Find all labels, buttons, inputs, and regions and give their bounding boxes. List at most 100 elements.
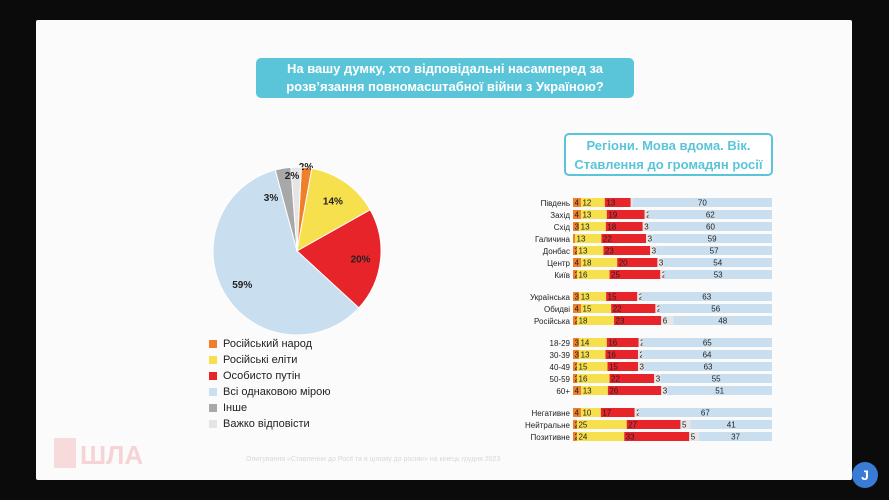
bar-value-label: 33: [626, 433, 635, 442]
bar-value-label: 64: [703, 351, 712, 360]
bar-segment-4: [661, 386, 668, 395]
bar-segment-1: [573, 408, 581, 417]
bar-segment-3: [603, 246, 651, 255]
bar-value-label: 13: [606, 199, 615, 208]
bar-row-label: 60+: [556, 387, 570, 396]
bar-segment-4: [650, 246, 657, 255]
bar-segment-4: [660, 270, 665, 279]
bar-segment-4: [634, 408, 639, 417]
bar-segment-5: [638, 408, 772, 417]
bar-value-label: 13: [583, 387, 592, 396]
bar-segment-3: [606, 338, 639, 347]
bar-value-label: 23: [605, 247, 614, 256]
bar-value-label: 2: [575, 363, 580, 372]
subtitle-box: Регіони. Мова вдома. Вік. Ставлення до г…: [564, 133, 773, 176]
bar-row-label: Російська: [534, 317, 571, 326]
bar-segment-1: [573, 258, 582, 267]
bar-value-label: 16: [579, 375, 588, 384]
bar-value-label: 5: [682, 421, 687, 430]
bar-value-label: 20: [619, 259, 628, 268]
subtitle-line-1: Регіони. Мова вдома. Вік.: [586, 137, 751, 153]
bar-value-label: 2: [575, 375, 580, 384]
bar-segment-4: [655, 304, 660, 313]
bar-segment-3: [607, 386, 662, 395]
bar-segment-1: [573, 362, 578, 371]
bar-value-label: 22: [603, 235, 612, 244]
bar-value-label: 62: [706, 211, 715, 220]
bar-segment-1: [573, 386, 582, 395]
bar-value-label: 2: [575, 247, 580, 256]
bar-segment-2: [577, 374, 610, 383]
legend-item-3: Особисто путін: [209, 368, 331, 384]
footer-text: Опитування «Ставлення до Росії та в ціло…: [246, 456, 501, 463]
bar-row-label: 30-39: [550, 351, 571, 360]
bar-segment-4: [646, 234, 653, 243]
bar-segment-1: [573, 292, 580, 301]
bar-segment-1: [573, 304, 582, 313]
bar-segment-1: [573, 270, 578, 279]
legend-item-4: Всі однаковою мірою: [209, 384, 331, 400]
bar-value-label: 17: [602, 409, 611, 418]
bar-value-label: 13: [581, 293, 590, 302]
bar-segment-3: [609, 270, 661, 279]
logo: ШЛА: [54, 438, 143, 470]
bar-value-label: 2: [657, 305, 662, 314]
legend-label: Російські еліти: [223, 354, 298, 366]
bar-segment-2: [577, 362, 608, 371]
bar-value-label: 19: [608, 211, 617, 220]
bar-value-label: 18: [579, 317, 588, 326]
bar-value-label: 27: [628, 421, 637, 430]
bar-segment-5: [699, 432, 772, 441]
bar-segment-4: [637, 350, 643, 359]
bar-segment-3: [601, 234, 647, 243]
bar-segment-4: [638, 338, 643, 347]
bar-value-label: 3: [659, 259, 664, 268]
pie-slice-6: [290, 166, 302, 252]
bar-segment-2: [575, 234, 602, 243]
pie-label-6: 2%: [285, 171, 300, 182]
bar-segment-5: [641, 292, 772, 301]
bar-segment-1: [573, 432, 577, 441]
bar-segment-1: [573, 246, 578, 255]
bar-segment-3: [606, 210, 645, 219]
bar-value-label: 55: [712, 375, 721, 384]
bar-value-label: 16: [579, 271, 588, 280]
bar-segment-4: [637, 292, 642, 301]
bar-value-label: 15: [608, 293, 617, 302]
bar-value-label: 18: [583, 259, 592, 268]
bar-segment-2: [576, 432, 625, 441]
bar-segment-2: [581, 304, 612, 313]
bar-segment-1: [573, 374, 578, 383]
bar-value-label: 70: [698, 199, 707, 208]
bar-value-label: 3: [575, 339, 580, 348]
bar-value-label: 3: [656, 375, 661, 384]
legend-item-6: Важко відповісти: [209, 416, 331, 432]
bar-segment-4: [680, 420, 691, 429]
bar-segment-4: [689, 432, 700, 441]
bar-value-label: 3: [644, 223, 649, 232]
bar-value-label: 65: [703, 339, 712, 348]
bar-value-label: 4: [575, 199, 580, 208]
bar-value-label: 15: [579, 363, 588, 372]
bar-value-label: 25: [611, 271, 620, 280]
bar-segment-3: [609, 374, 655, 383]
bar-segment-2: [580, 198, 605, 207]
bar-segment-2: [579, 350, 606, 359]
pie-label-3: 20%: [351, 254, 371, 265]
bar-value-label: 12: [582, 199, 591, 208]
bar-value-label: 26: [609, 387, 618, 396]
bar-segment-5: [644, 362, 772, 371]
bar-row-label: Схід: [554, 223, 571, 232]
bar-segment-1: [573, 350, 580, 359]
pie-slice-2: [296, 167, 371, 252]
bar-segment-5: [642, 338, 772, 347]
bar-row-label: Позитивне: [531, 433, 571, 442]
corner-badge: J: [852, 462, 878, 488]
bar-segment-3: [617, 258, 658, 267]
bar-value-label: 16: [608, 339, 617, 348]
bar-segment-1: [573, 420, 577, 429]
bar-value-label: 2: [662, 271, 667, 280]
bar-value-label: 13: [582, 211, 591, 220]
bar-segment-2: [580, 408, 601, 417]
bar-segment-4: [661, 316, 674, 325]
